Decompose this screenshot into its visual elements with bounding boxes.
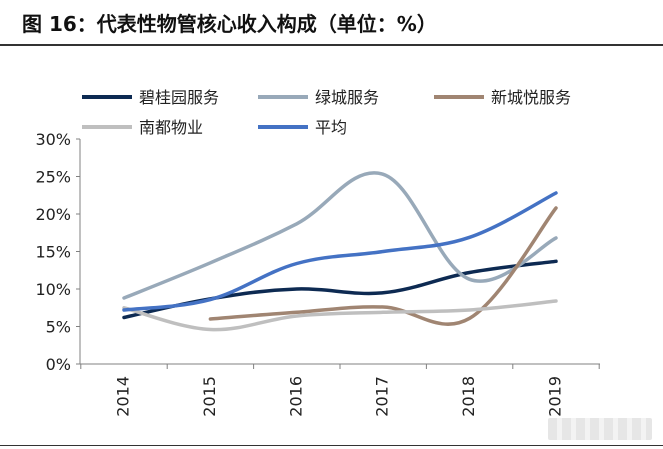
y-tick-label: 10% [35,280,71,299]
y-tick-label: 15% [35,243,71,262]
x-tick-label: 2016 [286,376,305,417]
y-tick-label: 5% [46,318,71,337]
y-tick-label: 0% [46,355,71,374]
series-line [122,299,558,332]
figure-header: 图 16：代表性物管核心收入构成（单位：%） [0,0,663,44]
footer-rule [0,445,663,446]
legend-label: 碧桂园服务 [139,88,219,107]
legend-item: 平均 [258,118,347,137]
series-line [122,191,558,312]
series-layer [122,171,558,332]
y-tick-label: 30% [35,130,71,149]
legend-label: 平均 [315,118,347,137]
x-tick-label: 2014 [114,376,133,417]
y-tick-label: 25% [35,168,71,187]
series-3 [208,206,558,326]
series-5 [122,191,558,312]
x-axis: 2014 2015 2016 2017 2018 2019 [80,363,600,417]
legend-item: 绿城服务 [258,88,379,107]
watermark-image [548,418,652,440]
series-line [122,171,558,300]
series-4 [122,299,558,332]
legend-item: 南都物业 [82,118,203,137]
x-tick-label: 2015 [200,376,219,417]
series-line [208,206,558,326]
y-tick-label: 20% [35,205,71,224]
y-axis: 0% 5% 10% 15% 20% 25% 30% [35,130,81,374]
x-tick-label: 2017 [373,376,392,417]
figure-title: 图 16：代表性物管核心收入构成（单位：%） [22,12,437,36]
legend-label: 新城悦服务 [491,88,571,107]
legend-item: 碧桂园服务 [82,88,219,107]
legend-label: 南都物业 [139,118,203,137]
legend-label: 绿城服务 [315,88,379,107]
legend-item: 新城悦服务 [434,88,571,107]
header-rule [0,44,663,46]
series-2 [122,171,558,300]
x-tick-label: 2019 [546,376,565,417]
x-tick-label: 2018 [459,376,478,417]
